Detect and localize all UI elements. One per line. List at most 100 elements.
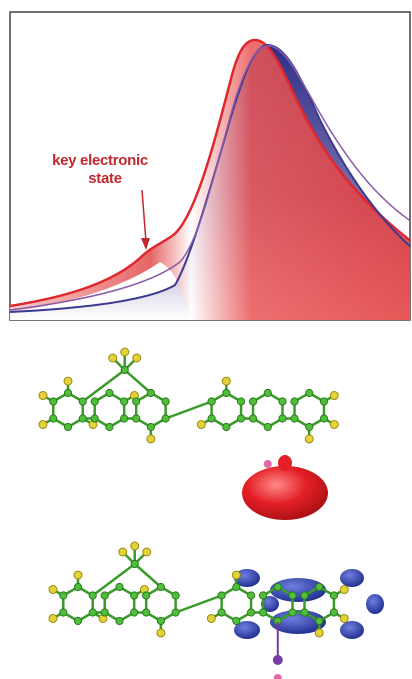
hydrogen-atom (157, 629, 165, 637)
red-orbital (242, 466, 328, 520)
carbon-atom (91, 398, 98, 405)
carbon-atom (237, 398, 244, 405)
carbon-atom (291, 415, 298, 422)
bond (125, 370, 151, 393)
carbon-atom (91, 415, 98, 422)
hydrogen-atom (49, 586, 57, 594)
hydrogen-atom (133, 354, 141, 362)
page: {"annotation": {"lines": ["key electroni… (0, 0, 412, 679)
hydrogen-atom (340, 586, 348, 594)
carbon-atom (320, 398, 327, 405)
carbon-atom (106, 389, 113, 396)
carbon-atom (121, 366, 128, 373)
carbon-atom (279, 415, 286, 422)
carbon-atom (218, 592, 225, 599)
bond (176, 596, 222, 613)
hydrogen-atom (222, 377, 230, 385)
hydrogen-atom (109, 354, 117, 362)
carbon-atom (233, 583, 240, 590)
carbon-atom (162, 398, 169, 405)
carbon-atom (320, 415, 327, 422)
carbon-atom (279, 398, 286, 405)
carbon-atom (289, 609, 296, 616)
carbon-atom (264, 423, 271, 430)
carbon-atom (330, 592, 337, 599)
carbon-atom (274, 583, 281, 590)
carbon-atom (289, 592, 296, 599)
purple-atom (273, 655, 283, 665)
hydrogen-atom (119, 548, 127, 556)
carbon-atom (121, 398, 128, 405)
carbon-atom (50, 398, 57, 405)
hydrogen-atom (39, 420, 47, 428)
carbon-atom (143, 609, 150, 616)
carbon-atom (301, 609, 308, 616)
carbon-atom (121, 415, 128, 422)
carbon-atom (306, 389, 313, 396)
hydrogen-atom (39, 392, 47, 400)
carbon-atom (247, 609, 254, 616)
carbon-atom (291, 398, 298, 405)
carbon-atom (133, 415, 140, 422)
carbon-atom (116, 617, 123, 624)
pink-atom (264, 460, 272, 468)
carbon-atom (223, 389, 230, 396)
hydrogen-atom (315, 629, 323, 637)
red-orbital-small (278, 455, 292, 471)
carbon-atom (147, 389, 154, 396)
carbon-atom (172, 609, 179, 616)
hydrogen-atom (330, 420, 338, 428)
annotation-line: state (88, 170, 122, 187)
hydrogen-atom (305, 435, 313, 443)
carbon-atom (74, 583, 81, 590)
bond (166, 402, 212, 419)
carbon-atom (223, 423, 230, 430)
carbon-atom (316, 583, 323, 590)
hydrogen-atom (131, 542, 139, 550)
pink-atom (274, 674, 282, 679)
blue-orbitals (234, 569, 384, 639)
carbon-atom (131, 609, 138, 616)
carbon-atom (247, 592, 254, 599)
carbon-atom (249, 398, 256, 405)
carbon-atom (147, 423, 154, 430)
carbon-atom (64, 423, 71, 430)
carbon-atom (131, 592, 138, 599)
carbon-atom (172, 592, 179, 599)
hydrogen-atom (340, 614, 348, 622)
figure: key electronic state (0, 0, 412, 679)
hydrogen-atom (232, 571, 240, 579)
hydrogen-atom (197, 420, 205, 428)
carbon-atom (60, 592, 67, 599)
carbon-atom (50, 415, 57, 422)
carbon-atom (162, 415, 169, 422)
carbon-atom (316, 617, 323, 624)
carbon-atom (306, 423, 313, 430)
carbon-atom (237, 415, 244, 422)
carbon-atom (249, 415, 256, 422)
carbon-atom (259, 592, 266, 599)
carbon-atom (101, 609, 108, 616)
carbon-atom (116, 583, 123, 590)
carbon-atom (218, 609, 225, 616)
carbon-atom (64, 389, 71, 396)
carbon-atom (259, 609, 266, 616)
hydrogen-atom (330, 392, 338, 400)
carbon-atom (60, 609, 67, 616)
carbon-atom (89, 592, 96, 599)
carbon-atom (233, 617, 240, 624)
carbon-atom (157, 617, 164, 624)
carbon-atom (301, 592, 308, 599)
hydrogen-atom (64, 377, 72, 385)
hydrogen-atom (207, 614, 215, 622)
carbon-atom (208, 415, 215, 422)
annotation-line: key electronic (52, 152, 148, 169)
carbon-atom (157, 583, 164, 590)
carbon-atom (89, 609, 96, 616)
bond (135, 564, 161, 587)
hydrogen-atom (49, 614, 57, 622)
hydrogen-atom (74, 571, 82, 579)
hydrogen-atom (143, 548, 151, 556)
hydrogen-atom (121, 348, 129, 356)
carbon-atom (330, 609, 337, 616)
